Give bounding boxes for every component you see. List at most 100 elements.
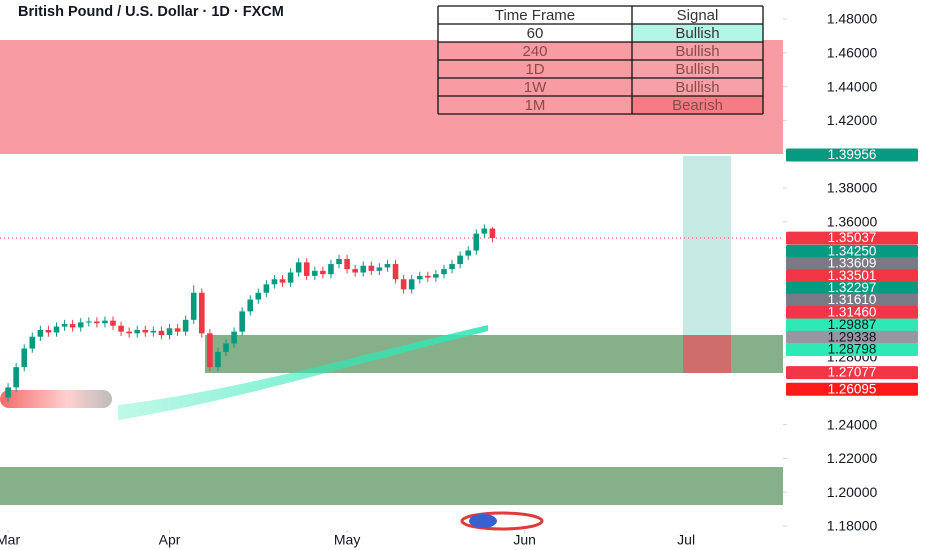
signal-cell-bg [632,78,763,96]
candle-body [126,331,132,334]
candle-body [5,387,11,398]
price-tag-label: 1.29887 [828,317,877,332]
candle-body [85,321,92,323]
price-tag-label: 1.34250 [828,243,877,258]
signal-text: Bullish [675,61,719,78]
x-tick-label: Mar [0,532,20,548]
candle-body [352,269,358,273]
candles [5,224,496,402]
candle-body [457,255,463,265]
timeframe-text: 1D [525,61,544,78]
y-tick-label: 1.22000 [827,450,878,466]
candle-body [320,270,326,275]
price-tag [786,281,918,295]
signal-table: Time Frame Signal 60 Bullish 240 Bullish 1D Bul… [437,5,764,115]
candle-body [199,292,205,334]
price-tag [786,269,918,283]
price-tag-label: 1.31610 [828,292,877,307]
candle-body [190,292,197,320]
price-tag-label: 1.28798 [828,342,877,357]
price-tag-label: 1.27077 [828,365,877,380]
candle-body [158,330,165,336]
candle-body [473,233,480,251]
y-tick-label: 1.20000 [827,484,878,500]
candle-body [118,325,124,332]
price-tag [786,343,918,357]
price-tag [786,318,918,332]
candle-body [336,258,342,265]
candle-body [215,351,221,368]
candle-body [263,284,270,293]
candle-body [223,343,229,352]
table-header-bg [438,6,763,24]
price-tag [786,330,918,344]
candle-body [441,269,447,275]
y-tick-label: 1.44000 [827,78,878,94]
candle-body [303,262,310,276]
candle-body [255,292,262,300]
candle-body [94,321,100,324]
candle-body [465,250,471,256]
candle-body [449,264,455,270]
candle-body [489,228,496,239]
table-cell-bg [438,24,632,42]
candle-body [207,333,213,368]
timeframe-text: 240 [522,43,547,60]
timeframe-text: 1W [524,79,547,96]
candle-body [53,326,60,333]
timeframe-text: 1M [525,97,546,114]
target-box [683,156,731,335]
candle-body [102,320,108,324]
signal-text: Bullish [675,79,719,96]
candle-body [425,275,431,278]
timeframe-text: 60 [527,25,544,42]
demand-zone-lower [0,467,783,505]
stop-box [683,335,731,373]
candle-body [271,279,278,285]
price-tag-label: 1.33501 [828,268,877,283]
price-tag-label: 1.35037 [828,230,877,245]
price-tag [786,305,918,319]
table-header: Signal [677,7,719,24]
y-tick-label: 1.46000 [827,45,878,61]
price-tag-label: 1.32297 [828,280,877,295]
candle-body [37,329,44,337]
trend-curve [118,325,488,420]
signal-cell-bg [632,60,763,78]
x-tick-label: Apr [159,532,181,548]
candle-body [231,331,237,344]
candle-body [166,328,173,336]
candle-body [21,348,28,368]
price-axis: 1.48000 1.46000 1.44000 1.42000 1.38000 1.360… [783,11,878,534]
x-tick-label: Jul [677,532,695,548]
y-tick-label: 1.24000 [827,416,878,432]
candle-body [295,262,302,273]
y-tick-label: 1.42000 [827,112,878,128]
price-tag [786,293,918,307]
candle-body [174,328,181,332]
signal-cell-bg [632,24,763,42]
candle-body [344,258,350,270]
table-header: Time Frame [495,7,575,24]
price-tag [786,148,918,162]
chart-title: British Pound / U.S. Dollar · 1D · FXCM [18,4,284,20]
candle-body [400,279,407,290]
candle-body [328,264,334,275]
candle-body [239,311,245,332]
candle-body [433,274,439,278]
price-tag [786,231,918,245]
candle-body [416,275,423,280]
price-tag [786,382,918,396]
y-tick-label: 1.36000 [827,214,878,230]
y-tick-label: 1.38000 [827,180,878,196]
candle-body [142,329,149,333]
price-tag-label: 1.31460 [828,304,877,319]
candle-body [392,264,399,280]
candle-body [182,319,189,332]
candle-body [150,330,157,333]
signal-cell-bg [632,96,763,114]
candle-body [384,264,391,268]
time-axis: Mar Apr May Jun Jul [0,530,695,548]
